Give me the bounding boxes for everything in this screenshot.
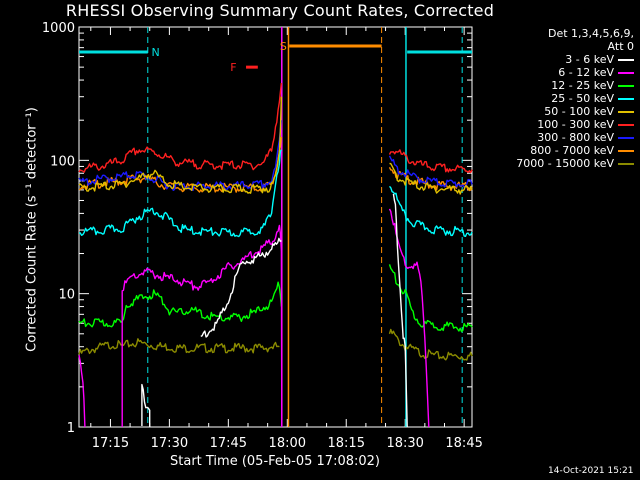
y-axis-label: Corrected Count Rate (s⁻¹ detector⁻¹) xyxy=(24,107,40,352)
legend: Det 1,3,4,5,6,9, Att 0 3 - 6 keV 6 - 12 k… xyxy=(480,27,634,170)
legend-item: 12 - 25 keV xyxy=(480,79,634,92)
x-tick-label: 17:30 xyxy=(151,436,188,451)
legend-item-label: 6 - 12 keV xyxy=(558,66,614,79)
legend-attenuator: Att 0 xyxy=(607,40,634,53)
legend-item: 100 - 300 keV xyxy=(480,118,634,131)
y-tick-label: 1 xyxy=(67,421,75,436)
series-line xyxy=(388,328,473,361)
x-axis-label: Start Time (05-Feb-05 17:08:02) xyxy=(170,454,380,469)
legend-swatch xyxy=(618,123,634,126)
legend-item-label: 12 - 25 keV xyxy=(551,79,614,92)
legend-item: 6 - 12 keV xyxy=(480,66,634,79)
series-line xyxy=(392,193,408,428)
x-tick-label: 18:00 xyxy=(269,436,306,451)
y-tick-label: 100 xyxy=(50,154,75,169)
legend-item: 50 - 100 keV xyxy=(480,105,634,118)
series-line xyxy=(78,149,282,238)
y-tick-label: 10 xyxy=(58,288,75,303)
series-line xyxy=(78,96,283,194)
legend-detectors: Det 1,3,4,5,6,9, xyxy=(547,27,634,40)
flag-label: S xyxy=(280,40,287,53)
plot-frame xyxy=(78,26,473,428)
y-tick-label: 1000 xyxy=(42,21,75,36)
x-tick-label: 18:15 xyxy=(328,436,365,451)
legend-swatch xyxy=(618,84,634,87)
legend-item-label: 3 - 6 keV xyxy=(565,53,614,66)
legend-item-label: 25 - 50 keV xyxy=(551,92,614,105)
series-line xyxy=(78,355,86,428)
series-line xyxy=(389,162,473,195)
series-line xyxy=(121,224,283,428)
legend-swatch xyxy=(618,110,634,113)
x-tick-label: 17:15 xyxy=(92,436,129,451)
legend-swatch xyxy=(618,97,634,100)
legend-swatch xyxy=(618,162,634,165)
x-tick-label: 18:30 xyxy=(386,436,423,451)
series-line xyxy=(78,338,280,355)
legend-swatch xyxy=(618,149,634,152)
legend-item: 300 - 800 keV xyxy=(480,131,634,144)
series-line xyxy=(141,383,151,427)
series-line xyxy=(388,185,473,237)
legend-swatch xyxy=(618,71,634,74)
legend-item: 7000 - 15000 keV xyxy=(480,157,634,170)
chart-title: RHESSI Observing Summary Count Rates, Co… xyxy=(65,1,495,20)
legend-item: 25 - 50 keV xyxy=(480,92,634,105)
series-line xyxy=(388,208,430,428)
x-tick-label: 17:45 xyxy=(210,436,247,451)
flag-label: N xyxy=(152,46,160,59)
footer-timestamp: 14-Oct-2021 15:21 xyxy=(548,466,634,476)
legend-item: 3 - 6 keV xyxy=(480,53,634,66)
series-line xyxy=(388,149,473,174)
series-line xyxy=(388,264,473,333)
legend-swatch xyxy=(618,136,634,139)
series-line xyxy=(388,155,473,188)
flag-label: F xyxy=(230,61,236,74)
series-line xyxy=(78,281,283,328)
legend-item-label: 7000 - 15000 keV xyxy=(516,157,614,170)
legend-item-label: 800 - 7000 keV xyxy=(530,144,614,157)
series-line xyxy=(200,237,282,338)
legend-swatch xyxy=(618,58,634,61)
legend-item-label: 300 - 800 keV xyxy=(537,131,614,144)
x-tick-label: 18:45 xyxy=(445,436,482,451)
legend-item: 800 - 7000 keV xyxy=(480,144,634,157)
series-line xyxy=(78,82,283,173)
legend-item-label: 50 - 100 keV xyxy=(544,105,614,118)
series-line xyxy=(78,120,283,191)
legend-item-label: 100 - 300 keV xyxy=(537,118,614,131)
